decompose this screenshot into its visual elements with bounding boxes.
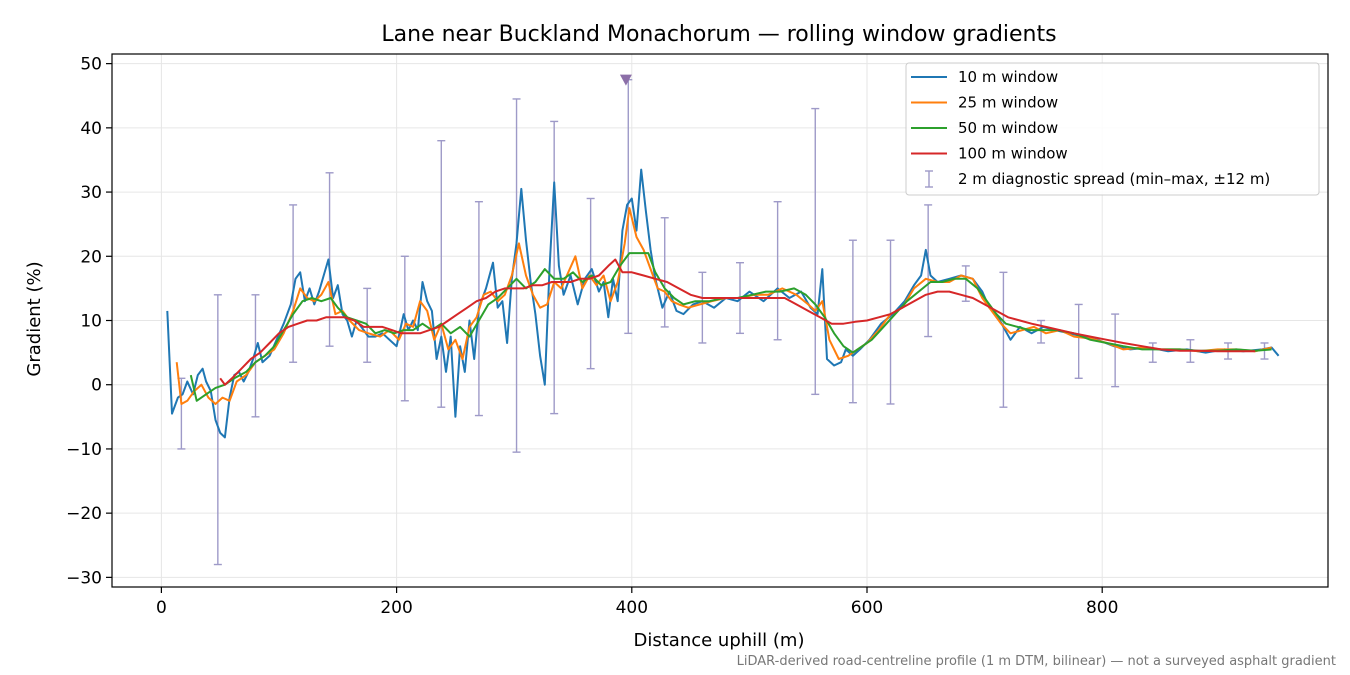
errorbar [437, 139, 446, 408]
errorbar [512, 98, 521, 453]
x-axis: 0 200 400 600 800 [156, 587, 1118, 618]
errorbar [924, 204, 933, 338]
legend-entry: 25 m window [911, 94, 1058, 112]
y-tick-label: 10 [80, 312, 102, 332]
errorbar [811, 107, 820, 396]
errorbar [1260, 342, 1269, 360]
errorbar [698, 271, 707, 344]
errorbar [586, 197, 595, 370]
y-axis: −30 −20 −10 0 10 20 30 40 50 [66, 55, 112, 588]
errorbar [1074, 303, 1083, 379]
footnote: LiDAR-derived road-centreline profile (1… [737, 654, 1336, 669]
y-tick-label: 20 [80, 247, 102, 267]
y-tick-label: 50 [80, 55, 102, 75]
errorbar [1148, 342, 1157, 363]
series-line-3 [189, 252, 1272, 402]
chart-title: Lane near Buckland Monachorum — rolling … [381, 22, 1056, 47]
x-tick-label: 0 [156, 598, 167, 618]
y-tick-label: 0 [91, 376, 102, 396]
y-tick-label: −10 [66, 440, 102, 460]
legend-box [905, 62, 1320, 196]
y-axis-label: Gradient (%) [24, 261, 45, 376]
series-line-1 [166, 168, 1280, 439]
y-tick-label: −20 [66, 504, 102, 524]
legend-entry: 50 m window [911, 119, 1058, 137]
errorbar [660, 217, 669, 328]
legend-entry: 10 m window [911, 68, 1058, 86]
errorbar [213, 294, 222, 566]
legend-label: 50 m window [958, 119, 1058, 137]
errorbar [624, 78, 633, 335]
series-line-4 [219, 258, 1256, 386]
legend-label: 2 m diagnostic spread (min–max, ±12 m) [958, 170, 1270, 188]
max-marker [619, 74, 632, 86]
legend: 10 m window 25 m window 50 m window 100 m w… [905, 62, 1320, 196]
legend-label: 100 m window [958, 145, 1068, 163]
x-tick-label: 200 [380, 598, 412, 618]
x-tick-label: 800 [1086, 598, 1118, 618]
x-tick-label: 400 [616, 598, 648, 618]
errorbar [773, 200, 782, 341]
legend-entry: 100 m window [911, 145, 1068, 163]
y-tick-label: 40 [80, 119, 102, 139]
series-lines [166, 168, 1280, 439]
legend-entry: 2 m diagnostic spread (min–max, ±12 m) [925, 170, 1270, 188]
errorbar [1111, 313, 1120, 388]
errorbar [999, 271, 1008, 408]
legend-label: 25 m window [958, 94, 1058, 112]
x-tick-label: 600 [851, 598, 883, 618]
series-line-2 [175, 207, 1272, 405]
y-tick-label: −30 [66, 568, 102, 588]
errorbar [289, 204, 298, 363]
errorbar [886, 239, 895, 405]
markers [619, 74, 632, 86]
errorbar [550, 120, 559, 415]
y-tick-label: 30 [80, 183, 102, 203]
x-axis-label: Distance uphill (m) [634, 630, 805, 651]
legend-label: 10 m window [958, 68, 1058, 86]
